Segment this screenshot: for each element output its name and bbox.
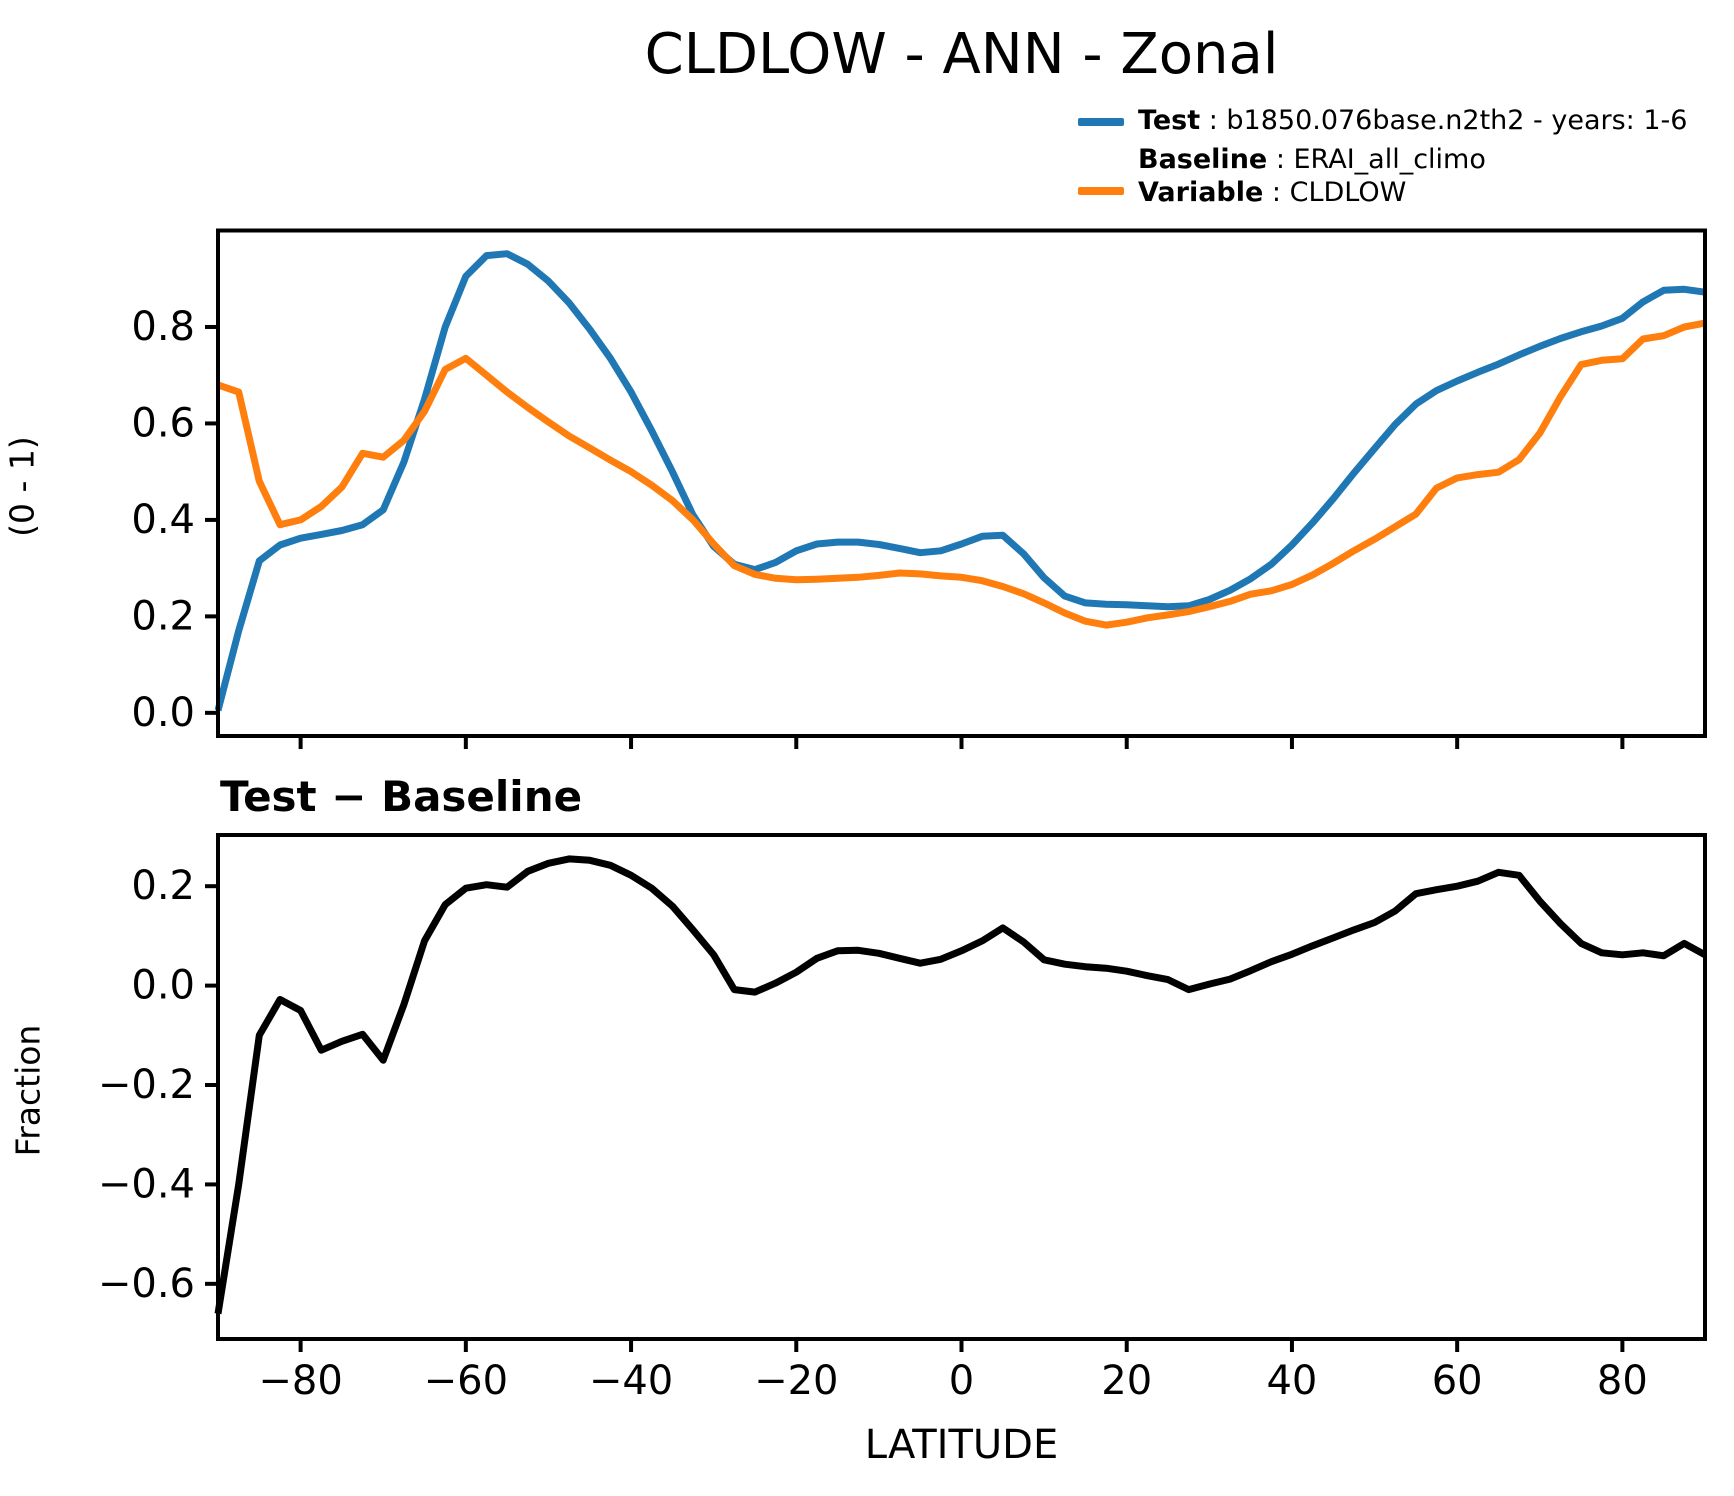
legend-baseline-text: Baseline : ERAI_all_climo Variable : CLD… [1138, 143, 1687, 209]
difference-panel-title: Test − Baseline [220, 772, 583, 821]
legend-test-value: b1850.076base.n2th2 - years: 1-6 [1226, 105, 1688, 136]
y-tick-label: 0.8 [131, 304, 195, 350]
x-tick-label: −80 [258, 1358, 342, 1404]
chart-title: CLDLOW - ANN - Zonal [644, 22, 1279, 87]
legend-separator: : [1200, 105, 1227, 136]
baseline-line-swatch [1078, 187, 1124, 195]
y-tick-label: 0.6 [131, 400, 195, 446]
legend-baseline-row: Baseline : ERAI_all_climo [1138, 143, 1687, 176]
y-tick-label: 0.0 [131, 963, 195, 1009]
legend-baseline-label: Baseline [1138, 144, 1268, 175]
legend-item-test: Test : b1850.076base.n2th2 - years: 1-6 [1078, 104, 1687, 137]
legend-variable-value: CLDLOW [1289, 177, 1407, 208]
y-tick-label: −0.4 [98, 1161, 195, 1207]
x-tick-label: 20 [1101, 1358, 1152, 1404]
difference-panel: 0.2 0.0 −0.2 −0.4 −0.6 −80 −60 −40 −20 0 20 40 60 80 [98, 833, 1707, 1404]
x-tick-label: 40 [1266, 1358, 1317, 1404]
legend-separator: : [1267, 144, 1294, 175]
legend: Test : b1850.076base.n2th2 - years: 1-6 … [1078, 104, 1687, 215]
y-tick-label: 0.2 [131, 863, 195, 909]
x-axis-label: LATITUDE [864, 1422, 1059, 1468]
legend-item-baseline: Baseline : ERAI_all_climo Variable : CLD… [1078, 143, 1687, 209]
zonal-mean-panel: 0.0 0.2 0.4 0.6 0.8 [131, 228, 1707, 749]
x-tick-label: 80 [1597, 1358, 1648, 1404]
legend-variable-row: Variable : CLDLOW [1138, 176, 1687, 209]
y-tick-label: −0.2 [98, 1062, 195, 1108]
difference-panel-series-0-line [214, 855, 1707, 1315]
zonal-mean-panel-series-1-line [216, 319, 1706, 629]
zonal-mean-panel-series-0-line [214, 250, 1706, 712]
legend-variable-label: Variable [1138, 177, 1264, 208]
y-tick-label: 0.0 [131, 690, 195, 736]
x-tick-label: 0 [949, 1358, 974, 1404]
x-tick-label: 60 [1432, 1358, 1483, 1404]
x-tick-label: −40 [589, 1358, 673, 1404]
legend-separator: : [1263, 177, 1290, 208]
legend-test-label: Test [1138, 105, 1201, 136]
x-tick-label: −60 [424, 1358, 508, 1404]
zonal-mean-panel-spines [216, 228, 1707, 738]
x-tick-label: −20 [754, 1358, 838, 1404]
test-line-swatch [1078, 117, 1124, 126]
y-tick-label: 0.2 [131, 593, 195, 639]
legend-baseline-value: ERAI_all_climo [1293, 144, 1486, 175]
y-tick-label: 0.4 [131, 497, 195, 543]
y-tick-label: −0.6 [98, 1261, 195, 1307]
